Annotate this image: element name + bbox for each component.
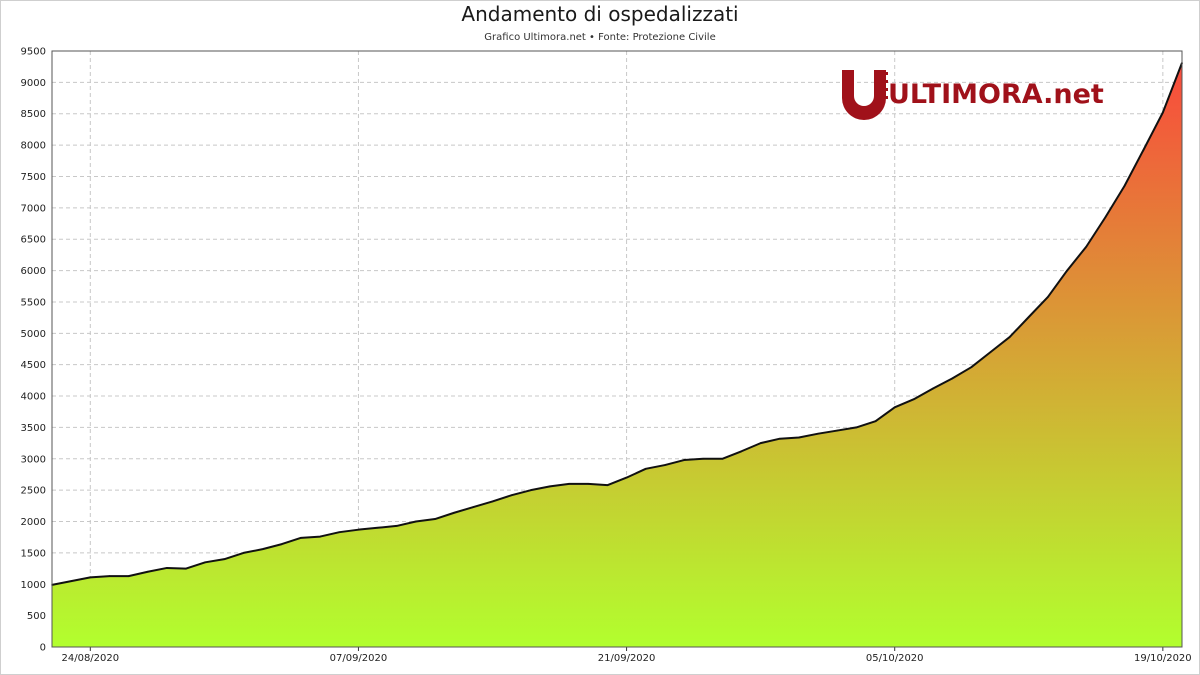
data-point <box>434 518 436 520</box>
data-point <box>644 468 647 470</box>
logo-bar-icon <box>878 96 888 99</box>
data-point <box>1142 148 1145 151</box>
data-point <box>223 558 226 560</box>
y-tick-label: 6000 <box>21 266 46 277</box>
data-point <box>281 543 283 545</box>
data-point <box>242 552 245 554</box>
y-tick-label: 4500 <box>21 360 46 371</box>
y-tick-label: 3500 <box>21 423 46 434</box>
logo-bar-icon <box>878 80 888 83</box>
data-point <box>1085 245 1088 248</box>
y-tick-label: 5500 <box>21 297 46 308</box>
data-point <box>338 531 341 533</box>
data-point <box>472 506 475 508</box>
y-tick-label: 7500 <box>21 172 46 183</box>
data-point <box>319 535 321 538</box>
data-point <box>893 406 896 409</box>
data-point <box>185 567 187 570</box>
y-tick-label: 4000 <box>21 392 46 403</box>
logo-bar-icon <box>878 88 888 91</box>
ultimora-logo: ULTIMORA.net <box>842 70 1104 120</box>
data-point <box>1104 216 1107 219</box>
data-point <box>913 398 915 400</box>
plot-border <box>51 50 1183 648</box>
data-point <box>549 485 551 488</box>
data-point <box>166 567 168 569</box>
data-point <box>1066 269 1068 272</box>
data-point <box>357 528 360 531</box>
data-point <box>970 366 973 368</box>
y-tick-label: 6500 <box>21 235 46 246</box>
data-point <box>932 387 934 390</box>
data-point <box>127 575 130 577</box>
data-point <box>510 494 513 496</box>
y-tick-label: 1000 <box>21 580 46 591</box>
y-tick-label: 5000 <box>21 329 46 340</box>
data-point <box>951 377 953 380</box>
y-tick-label: 500 <box>27 611 46 622</box>
x-tick-label: 19/10/2020 <box>1134 653 1192 664</box>
data-point <box>759 442 762 444</box>
series-line <box>51 62 1183 586</box>
y-tick-label: 8000 <box>21 141 46 152</box>
data-point <box>855 426 858 429</box>
area-fill <box>52 62 1182 648</box>
y-tick-label: 8500 <box>21 109 46 120</box>
data-point <box>453 511 456 514</box>
area-layer <box>51 62 1183 648</box>
data-point <box>1027 316 1030 318</box>
x-tick-label: 05/10/2020 <box>866 653 924 664</box>
y-tick-label: 3000 <box>21 454 46 465</box>
data-point <box>1008 336 1011 338</box>
data-point <box>836 429 839 432</box>
data-point <box>89 576 92 579</box>
data-point <box>568 483 570 485</box>
logo-bar-icon <box>878 72 888 75</box>
data-point <box>740 450 743 453</box>
data-point <box>491 500 494 503</box>
data-point <box>779 437 781 440</box>
data-point <box>1047 296 1049 298</box>
data-point <box>395 525 398 527</box>
logo-mark-icon <box>842 70 886 120</box>
chart-subtitle: Grafico Ultimora.net • Fonte: Protezione… <box>484 32 716 43</box>
data-point <box>587 483 590 485</box>
data-point <box>261 548 264 550</box>
y-tick-label: 7000 <box>21 203 46 214</box>
data-point <box>146 570 149 573</box>
x-tick-label: 07/09/2020 <box>330 653 388 664</box>
data-point <box>874 420 877 422</box>
x-tick-label: 24/08/2020 <box>61 653 119 664</box>
data-point <box>70 580 72 582</box>
data-point <box>664 464 666 466</box>
data-point <box>817 432 819 435</box>
data-point <box>989 351 992 353</box>
data-point <box>683 459 685 461</box>
chart-title: Andamento di ospedalizzati <box>461 2 739 26</box>
axes: 0 500 1000 1500 2000 2500 3000 3500 4000 4500 5000… <box>21 47 1192 665</box>
y-tick-label: 1500 <box>21 548 46 559</box>
logo-text: ULTIMORA.net <box>888 79 1104 110</box>
data-point <box>415 520 417 523</box>
y-tick-label: 2000 <box>21 517 46 528</box>
y-tick-label: 0 <box>40 643 46 654</box>
data-point <box>1162 111 1164 114</box>
y-tick-label: 9000 <box>21 78 46 89</box>
data-point <box>721 457 724 460</box>
data-point <box>108 575 111 577</box>
data-point <box>1123 185 1126 187</box>
data-point <box>530 489 532 491</box>
data-point <box>300 537 302 539</box>
data-point <box>702 457 704 460</box>
data-point <box>376 527 379 529</box>
y-tick-label: 2500 <box>21 486 46 497</box>
data-point <box>204 561 207 564</box>
data-point <box>798 436 800 439</box>
data-point <box>606 484 609 486</box>
data-point <box>625 476 628 479</box>
x-tick-label: 21/09/2020 <box>598 653 656 664</box>
y-tick-label: 9500 <box>21 47 46 58</box>
